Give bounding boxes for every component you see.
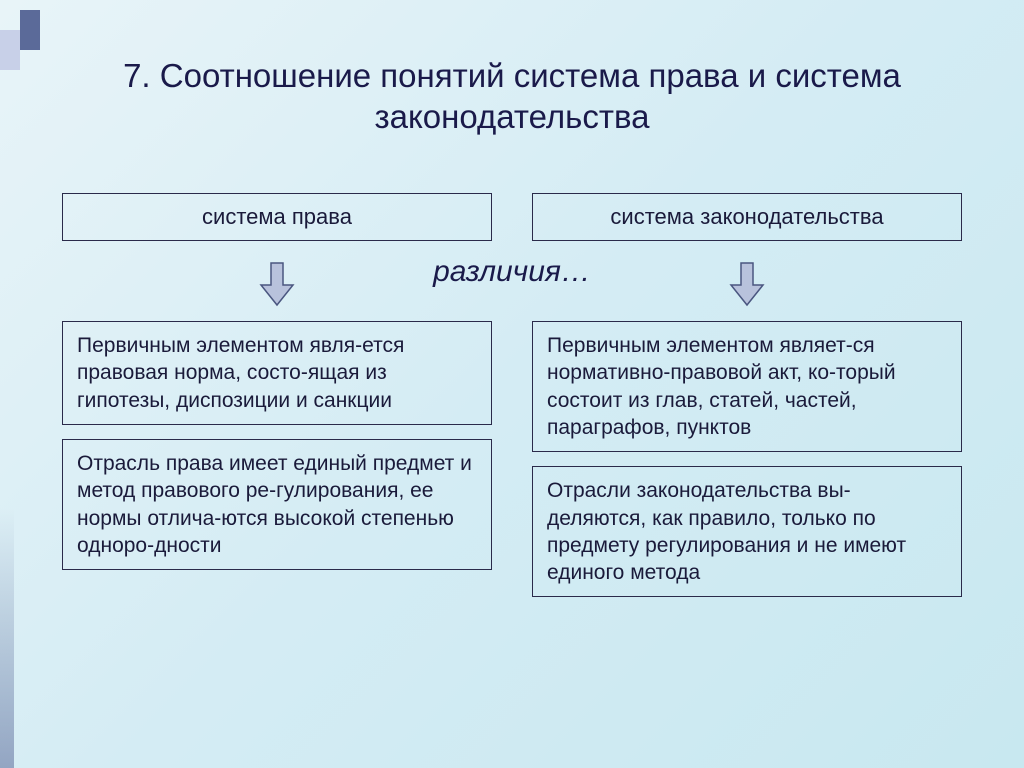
left-box-2: Отрасль права имеет единый предмет и мет…	[62, 439, 492, 570]
left-box-1: Первичным элементом явля-ется правовая н…	[62, 321, 492, 425]
right-box-2: Отрасли законодательства вы-деляются, ка…	[532, 466, 962, 597]
comparison-columns: различия… система права Первичным элемен…	[60, 193, 964, 612]
arrow-down-icon	[727, 261, 767, 309]
right-header-box: система законодательства	[532, 193, 962, 242]
arrow-down-icon	[257, 261, 297, 309]
right-box-1: Первичным элементом являет-ся нормативно…	[532, 321, 962, 452]
left-header-box: система права	[62, 193, 492, 242]
left-column: система права Первичным элементом явля-е…	[62, 193, 492, 612]
slide-content: 7. Соотношение понятий система права и с…	[0, 0, 1024, 768]
slide-title: 7. Соотношение понятий система права и с…	[60, 55, 964, 138]
differences-label: различия…	[429, 255, 595, 289]
right-column: система законодательства Первичным элеме…	[532, 193, 962, 612]
